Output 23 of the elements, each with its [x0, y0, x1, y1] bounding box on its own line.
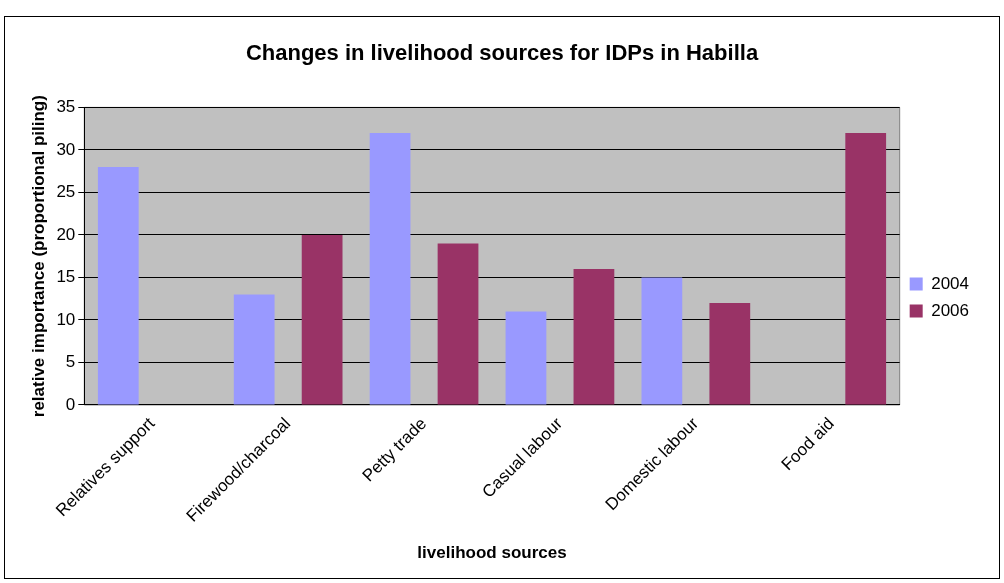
- y-tick-label: 0: [65, 394, 76, 414]
- bar: [233, 294, 275, 405]
- y-tick-label: 15: [56, 267, 76, 287]
- y-tick-label: 5: [65, 352, 76, 372]
- bar: [437, 243, 479, 405]
- y-tick-label: 10: [56, 309, 76, 329]
- y-axis-title: relative importance (proportional piling): [28, 95, 48, 418]
- bar: [573, 268, 615, 405]
- x-axis-title: livelihood sources: [417, 543, 567, 563]
- y-tick-label: 30: [56, 139, 76, 159]
- bar: [301, 234, 343, 405]
- bar: [845, 132, 887, 405]
- bar: [641, 277, 683, 405]
- bar: [97, 166, 139, 405]
- legend-label: 2006: [931, 300, 970, 320]
- legend-label: 2004: [931, 273, 970, 293]
- bar: [709, 302, 751, 405]
- y-tick-label: 35: [56, 97, 76, 117]
- y-tick-label: 20: [56, 224, 76, 244]
- y-tick-label: 25: [56, 182, 76, 202]
- bar: [369, 132, 411, 405]
- chart-title: Changes in livelihood sources for IDPs in Habilla: [245, 40, 759, 66]
- bar: [505, 311, 547, 405]
